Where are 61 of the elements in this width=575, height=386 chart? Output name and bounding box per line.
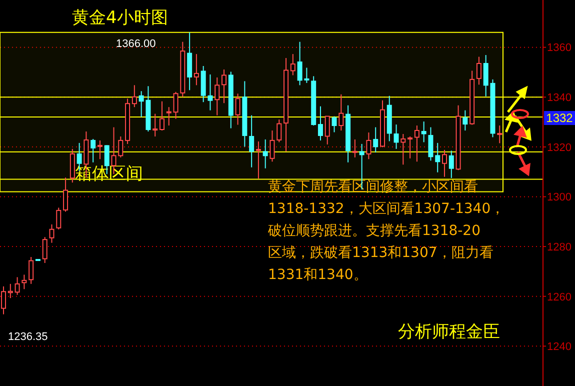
- candlestick: [159, 100, 164, 131]
- candlestick: [8, 283, 13, 299]
- annotation: 1236.35: [8, 331, 49, 343]
- candlestick: [152, 113, 158, 137]
- text: 1332: [544, 111, 575, 125]
- candlestick: [497, 125, 502, 144]
- annotation: 破位顺势跟进。支撑先看1318-20: [268, 222, 482, 240]
- candlestick: [28, 256, 34, 284]
- text: 黄金4小时图: [72, 7, 168, 29]
- y-tick-label: 1360: [547, 42, 572, 54]
- candlestick: [338, 94, 344, 131]
- candlestick: [476, 56, 482, 86]
- candlestick: [262, 138, 268, 169]
- annotation: 1366.00: [116, 38, 157, 50]
- candlestick: [324, 116, 330, 145]
- candlestick: [373, 126, 378, 153]
- candlestick: [214, 76, 220, 116]
- candlestick: [132, 84, 137, 108]
- y-tick-label: 1320: [547, 142, 572, 154]
- candlestick: [276, 119, 282, 143]
- candlestick: [56, 207, 62, 230]
- candlestick: [421, 121, 426, 143]
- annotation: 分析师程金臣: [398, 321, 501, 343]
- candlestick: [49, 224, 54, 244]
- annotation: 黄金下周先看区间修整，小区间看: [268, 178, 479, 196]
- candlestick: [222, 68, 227, 104]
- candlestick: [14, 276, 20, 296]
- y-tick-label: 1300: [547, 192, 572, 204]
- candlestick: [63, 177, 68, 212]
- candlestick: [435, 142, 440, 173]
- candlestick: [270, 130, 275, 162]
- candlestick: [318, 106, 323, 141]
- candlestick: [256, 140, 261, 180]
- y-tick-label: 1260: [547, 291, 572, 304]
- candlestick: [97, 140, 102, 160]
- y-tick-label: 1340: [547, 92, 572, 104]
- candlestick: [90, 138, 96, 163]
- candlestick: [249, 114, 254, 168]
- candlestick: [42, 236, 48, 264]
- candlestick: [394, 124, 399, 150]
- candlestick: [352, 138, 358, 158]
- candlestick: [22, 274, 27, 290]
- candlestick: [448, 150, 454, 179]
- y-tick-label: 1280: [547, 241, 572, 254]
- annotation: 1318-1332，大区间看1307-1340，: [268, 200, 506, 218]
- candlestick: [332, 116, 337, 133]
- candlestick: [290, 54, 296, 76]
- candlestick: [235, 93, 240, 126]
- candlestick: [428, 126, 434, 162]
- candlestick: [166, 106, 172, 126]
- candlestick: [442, 149, 447, 178]
- annotation: 1331和1340。: [268, 266, 368, 284]
- candlestick: [187, 32, 192, 91]
- candlestick: [414, 125, 420, 162]
- candlestick: [408, 136, 413, 159]
- candlestick: [366, 132, 372, 160]
- annotation: 区域，跌破看1313和1307，阻力看: [268, 244, 494, 262]
- candlestick: [462, 110, 468, 131]
- candlestick: [194, 54, 199, 86]
- y-tick-label: 1240: [547, 341, 572, 354]
- candlestick: [400, 133, 406, 166]
